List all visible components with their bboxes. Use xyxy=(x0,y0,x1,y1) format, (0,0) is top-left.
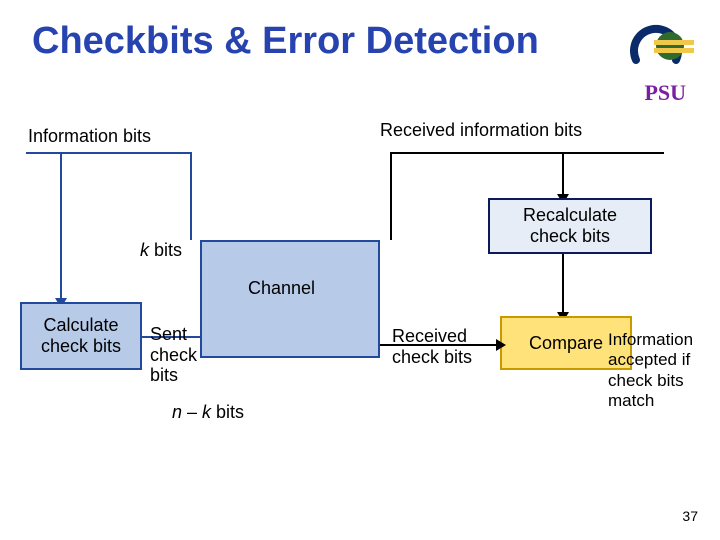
info-to-channel-vline xyxy=(190,152,192,240)
info-bits-line xyxy=(26,152,192,154)
result-text: Information accepted if check bits match xyxy=(608,330,693,412)
info-to-calc-line xyxy=(60,152,62,302)
received-check-bits-label: Received check bits xyxy=(392,326,472,367)
received-info-bits-label: Received information bits xyxy=(380,120,582,141)
k-bits-word: bits xyxy=(154,240,182,260)
n-minus-k-label: n – k bits xyxy=(172,402,244,423)
recalculate-check-bits-box: Recalculate check bits xyxy=(488,198,652,254)
k2-italic: k xyxy=(202,402,211,422)
n-italic: n xyxy=(172,402,182,422)
information-bits-label: Information bits xyxy=(28,126,151,147)
slide-title: Checkbits & Error Detection xyxy=(32,20,539,63)
channel-label: Channel xyxy=(248,278,315,299)
k-italic: k xyxy=(140,240,149,260)
slide-number: 37 xyxy=(682,508,698,524)
recv-check-arrow-icon xyxy=(496,339,506,351)
recv-info-to-recalc-line xyxy=(562,152,564,198)
sent-check-bits-label: Sent check bits xyxy=(150,324,197,386)
channel-box xyxy=(200,240,380,358)
org-label: PSU xyxy=(644,80,686,106)
globe-logo-icon xyxy=(624,20,694,68)
channel-to-recv-info-vline xyxy=(390,152,392,240)
recv-info-line xyxy=(390,152,664,154)
recalc-to-compare-line xyxy=(562,254,564,316)
nk-bits-word: bits xyxy=(216,402,244,422)
k-bits-label: k bits xyxy=(140,240,182,261)
calculate-check-bits-box: Calculate check bits xyxy=(20,302,142,370)
